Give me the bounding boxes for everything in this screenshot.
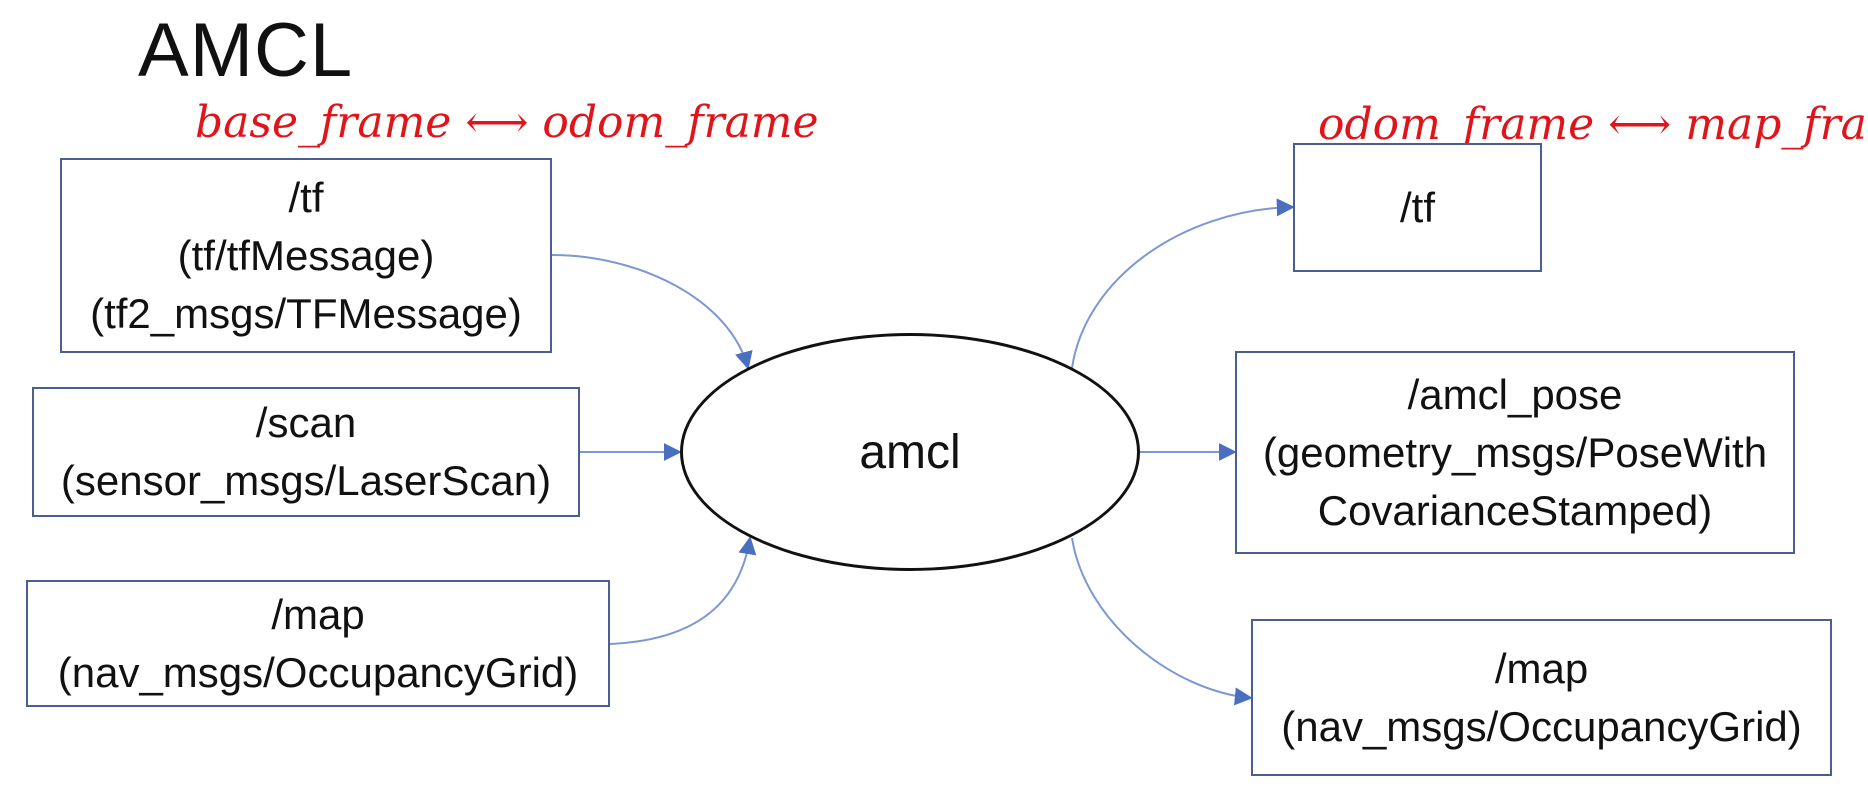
output-topic-amcl-pose: /amcl_pose (geometry_msgs/PoseWith Covar… [1235,351,1795,554]
message-type: (tf2_msgs/TFMessage) [90,289,522,337]
topic-name: /map [271,590,365,638]
topic-name: /tf [288,173,324,221]
handwritten-annotation-right: odom_frame ⟷ map_frame [1318,99,1868,150]
topic-name: /amcl_pose [1407,370,1623,418]
message-type: (sensor_msgs/LaserScan) [60,457,552,504]
topic-name: /scan [255,399,357,446]
message-type: (tf/tfMessage) [177,231,435,279]
output-topic-tf: /tf [1293,143,1542,272]
diagram-title: AMCL [138,8,354,93]
arrow-amcl-to-tf [1071,198,1295,369]
output-topic-map: /map (nav_msgs/OccupancyGrid) [1251,619,1832,776]
arrow-map-to-amcl [609,536,757,645]
message-type: (geometry_msgs/PoseWith [1262,428,1768,476]
handwritten-annotation-left: base_frame ⟷ odom_frame [195,97,819,148]
input-topic-scan: /scan (sensor_msgs/LaserScan) [32,387,580,517]
arrow-tf-to-amcl [551,254,753,370]
input-topic-tf: /tf (tf/tfMessage) (tf2_msgs/TFMessage) [60,158,552,353]
amcl-node: amcl [680,333,1140,571]
message-type: CovarianceStamped) [1317,486,1713,534]
topic-name: /map [1494,644,1589,692]
node-label: amcl [859,425,961,479]
topic-name: /tf [1399,183,1435,231]
arrow-amcl-to-map [1071,537,1253,706]
message-type: (nav_msgs/OccupancyGrid) [1281,702,1802,750]
input-topic-map: /map (nav_msgs/OccupancyGrid) [26,580,610,707]
message-type: (nav_msgs/OccupancyGrid) [57,648,579,696]
